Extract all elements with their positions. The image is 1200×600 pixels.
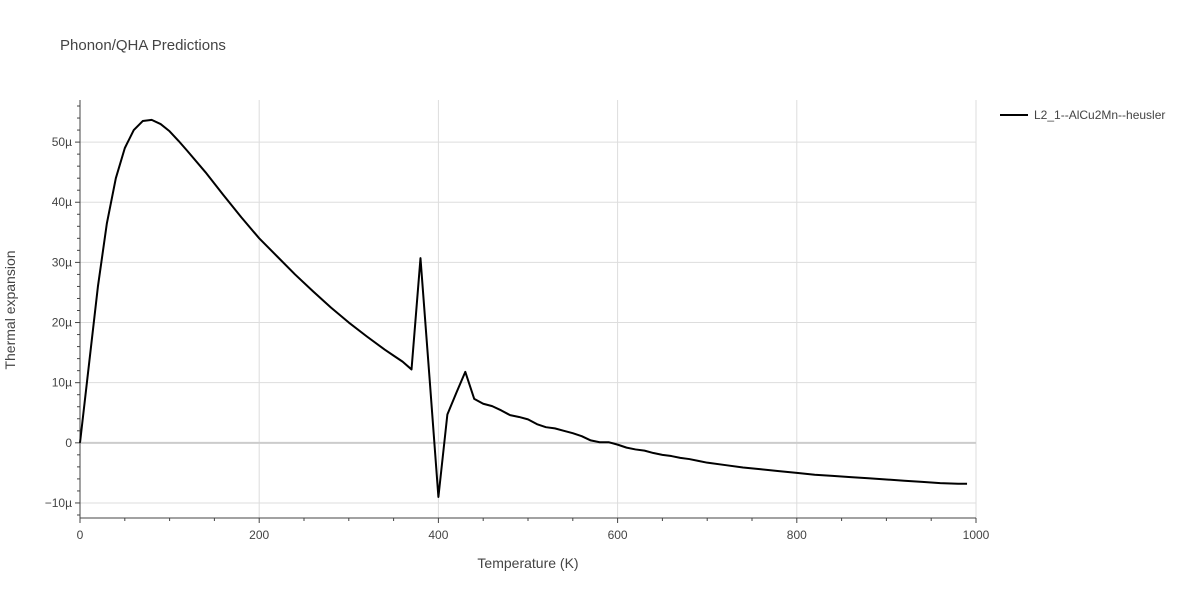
grid — [80, 100, 977, 518]
axes — [79, 100, 976, 519]
x-tick-label: 200 — [249, 528, 269, 542]
y-tick-label: 10µ — [52, 376, 72, 390]
legend-label: L2_1--AlCu2Mn--heusler — [1034, 108, 1165, 122]
y-axis-title: Thermal expansion — [2, 250, 18, 369]
y-tick-label: 20µ — [52, 316, 72, 330]
chart-title: Phonon/QHA Predictions — [60, 37, 226, 54]
y-tick-label: 40µ — [52, 195, 72, 209]
x-tick-label: 800 — [787, 528, 807, 542]
y-tick-label: 0 — [65, 436, 72, 450]
ticks: 0 200 400 600 800 1000 −10µ 0 10µ 20µ 30µ 40µ 50µ — [45, 105, 990, 542]
series-line-0 — [79, 118, 968, 498]
y-tick-label: 50µ — [52, 135, 72, 149]
legend[interactable]: L2_1--AlCu2Mn--heusler — [1000, 108, 1165, 122]
y-tick-label: −10µ — [45, 496, 72, 510]
x-tick-label: 600 — [608, 528, 628, 542]
y-tick-label: 30µ — [52, 255, 72, 269]
x-tick-label: 400 — [428, 528, 448, 542]
x-axis-title: Temperature (K) — [477, 555, 578, 571]
series-layer — [79, 118, 968, 498]
x-tick-label: 1000 — [963, 528, 990, 542]
x-tick-label: 0 — [77, 528, 84, 542]
